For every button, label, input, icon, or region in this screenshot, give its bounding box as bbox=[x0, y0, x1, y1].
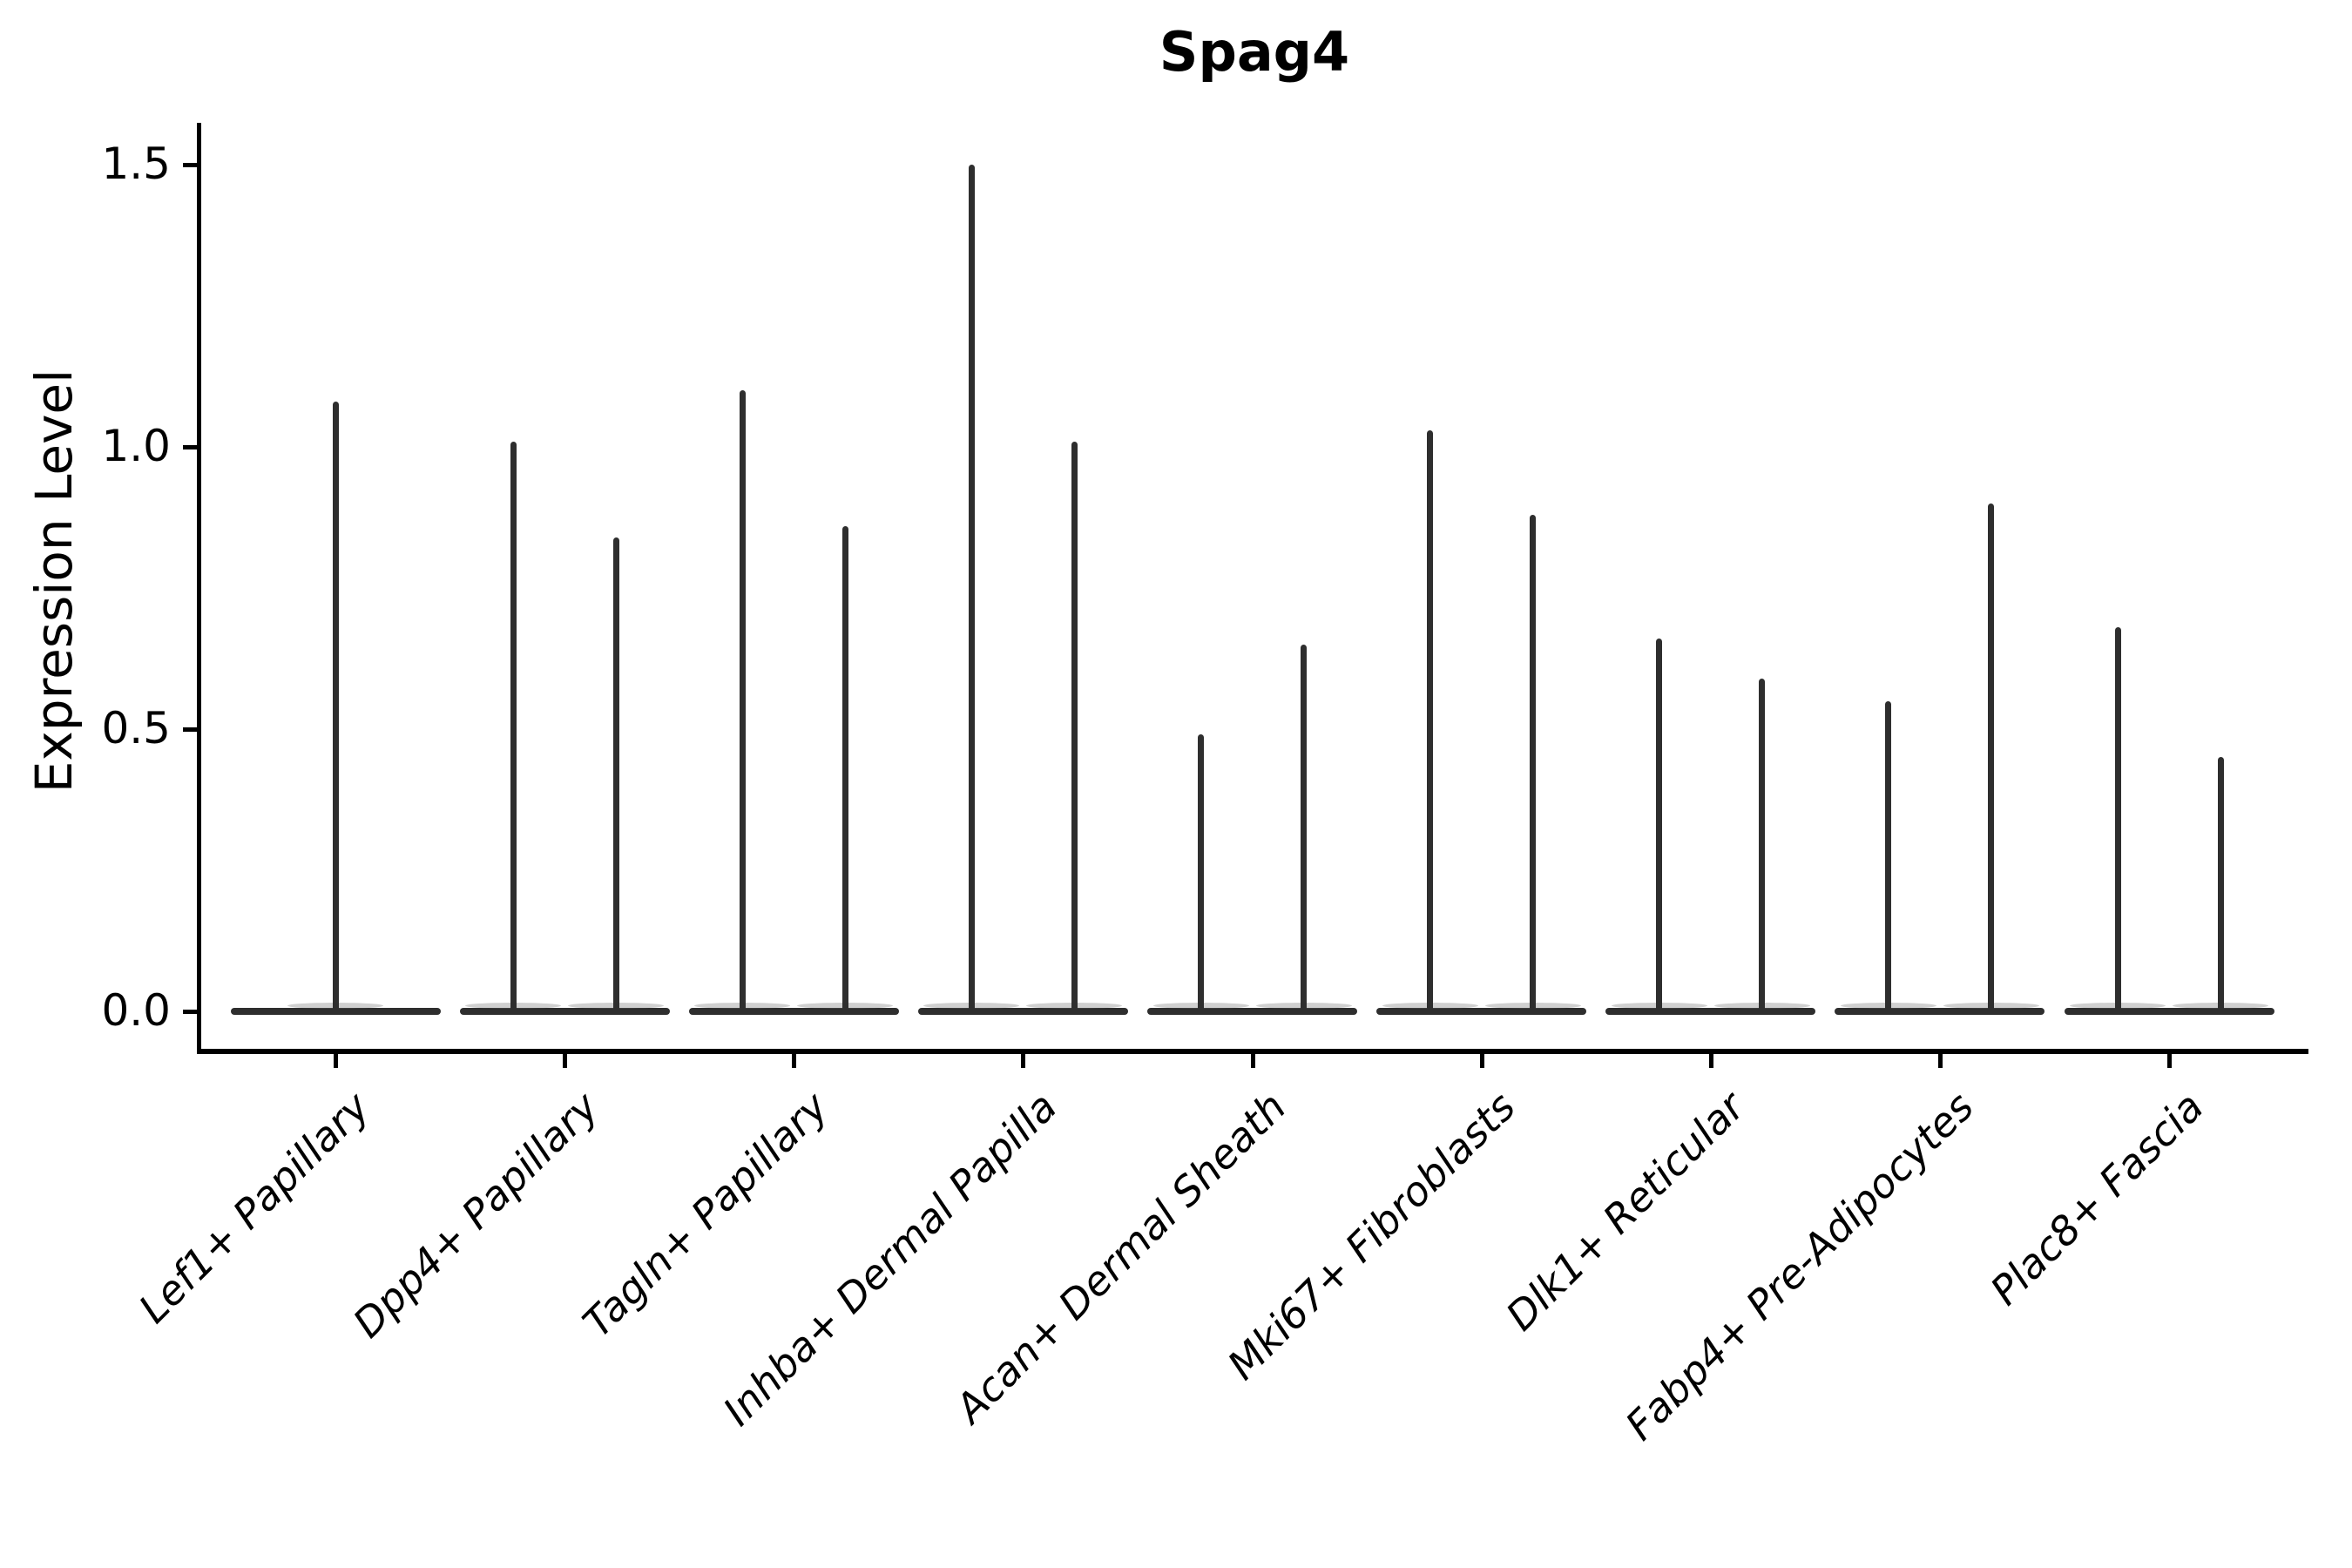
y-axis-tick-label: 1.0 bbox=[101, 421, 171, 471]
x-axis-tick bbox=[1479, 1054, 1484, 1068]
violin-spike bbox=[332, 402, 339, 1014]
violin-spike bbox=[1885, 700, 1892, 1014]
violin-spike bbox=[968, 165, 975, 1014]
y-axis-tick bbox=[183, 163, 197, 167]
x-axis-category-label: Lef1+ Papillary bbox=[129, 1083, 379, 1333]
violin-spike bbox=[841, 525, 848, 1014]
chart-title: Spag4 bbox=[1159, 20, 1350, 84]
violin-spike bbox=[510, 441, 517, 1014]
violin-base bbox=[1605, 1008, 1816, 1015]
x-axis-category-label: Plac8+ Fascia bbox=[1981, 1083, 2213, 1315]
violin-base bbox=[688, 1008, 899, 1015]
x-axis-tick bbox=[1021, 1054, 1026, 1068]
y-axis-tick bbox=[183, 727, 197, 732]
x-axis-category-label: Dlk1+ Reticular bbox=[1497, 1083, 1754, 1340]
violin-spike bbox=[739, 390, 746, 1014]
violin-spike bbox=[1656, 639, 1663, 1014]
violin-base bbox=[459, 1008, 670, 1015]
x-axis-category-label: Dpp4+ Papillary bbox=[343, 1083, 608, 1347]
x-axis-tick bbox=[563, 1054, 568, 1068]
violin-spike bbox=[2217, 757, 2224, 1014]
violin-base bbox=[1376, 1008, 1587, 1015]
x-axis-tick bbox=[1937, 1054, 1943, 1068]
y-axis-spine bbox=[197, 123, 201, 1054]
violin-spike bbox=[1759, 678, 1766, 1014]
y-axis-tick bbox=[183, 1010, 197, 1014]
violin-base bbox=[1835, 1008, 2045, 1015]
violin-spike bbox=[2114, 627, 2121, 1014]
violin-base bbox=[917, 1008, 1128, 1015]
y-axis-tick-label: 0.0 bbox=[101, 985, 171, 1036]
x-axis-tick bbox=[334, 1054, 338, 1068]
x-axis-tick bbox=[2167, 1054, 2173, 1068]
violin-spike bbox=[1988, 503, 1995, 1014]
y-axis-tick bbox=[183, 445, 197, 449]
x-axis-tick bbox=[1250, 1054, 1255, 1068]
violin-spike bbox=[612, 537, 619, 1014]
violin-spike bbox=[1301, 644, 1308, 1014]
x-axis-tick bbox=[1708, 1054, 1713, 1068]
y-axis-tick-label: 0.5 bbox=[101, 703, 171, 754]
violin-spike bbox=[1530, 514, 1537, 1014]
violin-spike bbox=[1071, 441, 1078, 1014]
violin-spike bbox=[1198, 734, 1205, 1014]
x-axis-tick bbox=[792, 1054, 797, 1068]
violin-base bbox=[2064, 1008, 2274, 1015]
violin-base bbox=[1147, 1008, 1358, 1015]
x-axis-category-label: Tagln+ Papillary bbox=[573, 1083, 837, 1347]
x-axis-spine bbox=[197, 1049, 2308, 1054]
violin-spike bbox=[1427, 429, 1434, 1014]
y-axis-tick-label: 1.5 bbox=[101, 139, 171, 189]
